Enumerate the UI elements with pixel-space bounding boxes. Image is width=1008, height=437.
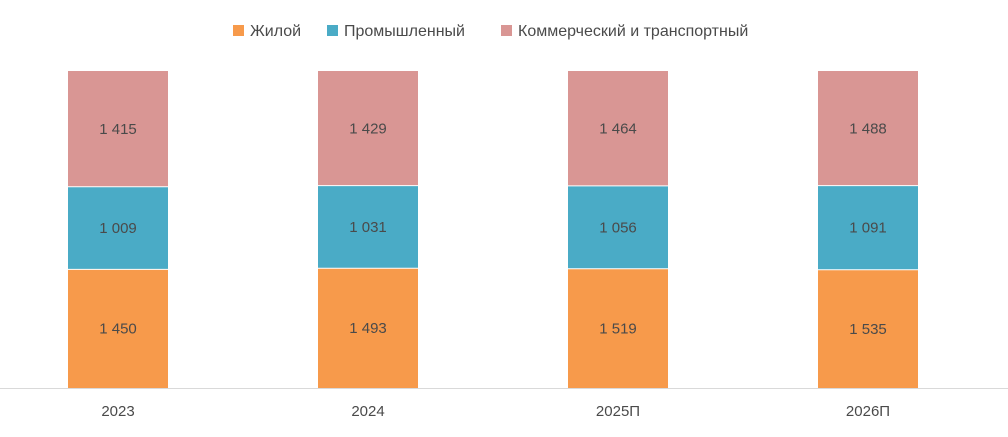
bar-segment bbox=[568, 71, 668, 186]
data-label: 1 009 bbox=[99, 220, 137, 237]
data-label: 1 091 bbox=[849, 220, 887, 237]
legend-label: Промышленный bbox=[344, 23, 465, 40]
bar-segment bbox=[318, 71, 418, 186]
legend-swatch bbox=[501, 25, 512, 36]
data-label: 1 056 bbox=[599, 219, 637, 236]
legend-item: Промышленный bbox=[327, 23, 465, 40]
legend-swatch bbox=[233, 25, 244, 36]
legend-item: Жилой bbox=[233, 23, 301, 40]
bar-segment bbox=[68, 186, 168, 270]
bar-segment bbox=[318, 268, 418, 388]
bar-segment bbox=[818, 269, 918, 388]
bar-segment bbox=[818, 185, 918, 270]
x-tick-label: 2026П bbox=[846, 403, 890, 420]
legend-label: Коммерческий и транспортный bbox=[518, 23, 748, 40]
data-label: 1 031 bbox=[349, 219, 387, 236]
bar-segment bbox=[818, 71, 918, 186]
data-label: 1 464 bbox=[599, 120, 637, 137]
bar-segment bbox=[318, 185, 418, 269]
data-label: 1 488 bbox=[849, 120, 887, 137]
bar-segment bbox=[68, 71, 168, 187]
bar-segment bbox=[568, 268, 668, 388]
data-label: 1 493 bbox=[349, 320, 387, 337]
data-label: 1 415 bbox=[99, 121, 137, 138]
data-label: 1 429 bbox=[349, 120, 387, 137]
data-label: 1 519 bbox=[599, 320, 637, 337]
legend-label: Жилой bbox=[250, 23, 301, 40]
legend-swatch bbox=[327, 25, 338, 36]
bar-segment bbox=[568, 185, 668, 269]
data-label: 1 535 bbox=[849, 321, 887, 338]
x-tick-label: 2023 bbox=[101, 403, 134, 420]
bar-segment bbox=[68, 269, 168, 388]
x-tick-label: 2025П bbox=[596, 403, 640, 420]
legend-item: Коммерческий и транспортный bbox=[501, 23, 748, 40]
data-label: 1 450 bbox=[99, 321, 137, 338]
x-tick-label: 2024 bbox=[351, 403, 384, 420]
